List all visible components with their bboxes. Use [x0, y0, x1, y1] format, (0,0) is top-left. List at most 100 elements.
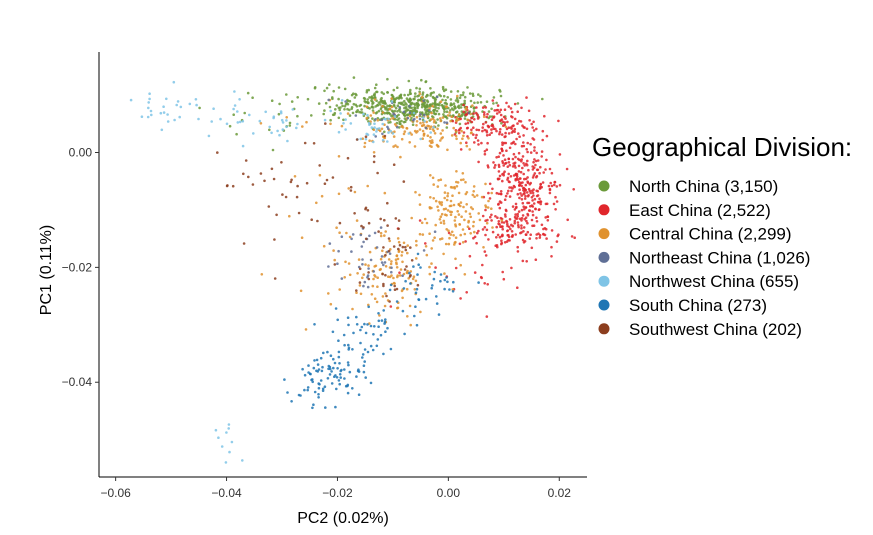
data-point — [270, 99, 274, 102]
data-point — [228, 124, 232, 128]
data-point — [339, 112, 342, 115]
y-tick-label: −0.04 — [62, 375, 93, 389]
data-point — [542, 171, 545, 174]
data-point — [395, 300, 399, 303]
data-point — [363, 145, 366, 149]
data-point — [423, 217, 427, 221]
data-point — [406, 113, 410, 116]
data-point — [408, 304, 412, 308]
data-point — [504, 194, 508, 198]
data-point — [288, 121, 292, 125]
data-point — [485, 228, 489, 232]
data-point — [225, 431, 228, 434]
data-point — [484, 182, 487, 186]
data-point — [407, 132, 411, 135]
data-point — [520, 226, 523, 230]
data-point — [359, 341, 362, 345]
data-point — [531, 210, 534, 213]
data-point — [316, 363, 320, 366]
data-point — [352, 102, 356, 106]
data-point — [443, 121, 446, 124]
data-point — [327, 292, 330, 295]
data-point — [395, 266, 399, 269]
data-point — [531, 213, 535, 217]
data-point — [483, 111, 486, 114]
data-point — [362, 273, 366, 276]
data-point — [371, 106, 375, 109]
data-point — [541, 129, 545, 133]
data-point — [459, 141, 463, 145]
data-point — [227, 423, 231, 426]
data-point — [459, 201, 463, 204]
data-point — [324, 406, 327, 409]
data-point — [473, 271, 477, 274]
data-point — [451, 186, 454, 189]
data-point — [491, 226, 494, 229]
data-point — [539, 165, 542, 169]
data-point — [554, 208, 557, 211]
data-point — [396, 86, 399, 89]
data-point — [481, 214, 485, 218]
data-point — [312, 366, 316, 370]
data-point — [466, 225, 470, 228]
data-point — [407, 277, 411, 280]
data-point — [285, 93, 288, 96]
data-point — [258, 119, 262, 123]
data-point — [514, 206, 518, 209]
data-point — [521, 166, 524, 170]
data-point — [405, 126, 409, 130]
data-point — [511, 234, 514, 237]
data-point — [404, 102, 407, 105]
data-point — [276, 129, 279, 133]
data-point — [331, 330, 335, 334]
data-point — [464, 210, 468, 213]
data-point — [371, 348, 375, 352]
data-point — [321, 389, 325, 393]
data-point — [394, 144, 397, 147]
data-point — [418, 117, 422, 121]
data-point — [524, 194, 527, 198]
data-point — [437, 209, 440, 212]
data-point — [436, 205, 439, 209]
data-point — [433, 270, 437, 274]
data-point — [524, 206, 528, 209]
data-point — [473, 118, 476, 121]
data-point — [503, 170, 506, 173]
data-point — [464, 180, 467, 184]
data-point — [495, 129, 498, 133]
data-point — [334, 374, 337, 377]
data-point — [424, 106, 427, 109]
data-point — [526, 159, 529, 163]
data-point — [558, 153, 562, 156]
data-point — [383, 130, 386, 134]
data-point — [516, 221, 520, 224]
data-point — [414, 305, 417, 309]
data-point — [401, 274, 404, 278]
data-point — [453, 219, 457, 222]
data-point — [413, 109, 417, 112]
data-point — [540, 223, 544, 227]
data-point — [519, 192, 522, 195]
data-point — [380, 319, 384, 322]
data-point — [493, 166, 496, 169]
data-point — [375, 111, 379, 114]
data-point — [494, 163, 497, 167]
data-point — [408, 271, 411, 275]
data-point — [421, 93, 425, 96]
data-point — [495, 108, 498, 112]
data-point — [364, 237, 368, 241]
data-point — [212, 107, 215, 110]
data-point — [330, 382, 334, 385]
data-point — [503, 158, 507, 161]
data-point — [278, 102, 281, 106]
data-point — [408, 141, 412, 144]
data-point — [530, 246, 534, 250]
data-point — [461, 241, 465, 244]
data-point — [495, 191, 499, 195]
data-point — [506, 224, 509, 228]
data-point — [420, 103, 424, 106]
data-point — [455, 111, 458, 114]
data-point — [454, 134, 458, 138]
data-point — [398, 274, 402, 277]
data-point — [452, 108, 455, 112]
